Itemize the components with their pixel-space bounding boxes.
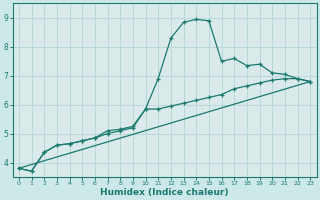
X-axis label: Humidex (Indice chaleur): Humidex (Indice chaleur) [100, 188, 229, 197]
